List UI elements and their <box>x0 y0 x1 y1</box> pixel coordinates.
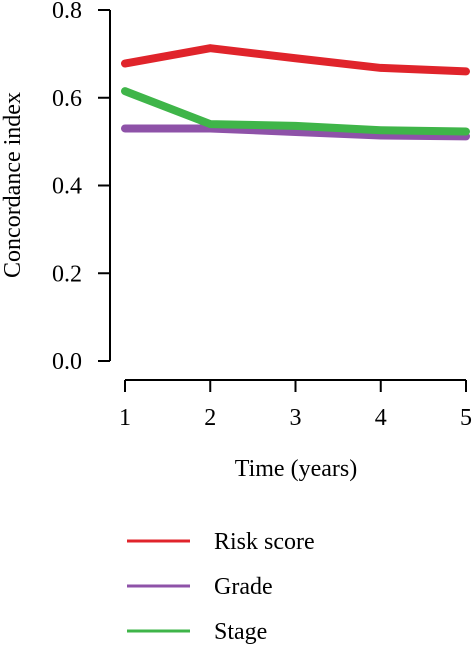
series-layer <box>121 44 470 141</box>
y-tick-label: 0.8 <box>52 0 82 24</box>
y-tick-label: 0.0 <box>52 349 82 375</box>
legend-label-stage: Stage <box>214 619 267 645</box>
y-axis-title: Concordance index <box>0 92 26 278</box>
y-axis: 0.0 0.2 0.4 0.6 0.8 <box>52 0 111 375</box>
y-tick-label: 0.2 <box>52 261 82 287</box>
x-axis-title: Time (years) <box>235 456 357 482</box>
series-line-stage <box>121 87 470 136</box>
series-line-risk-score <box>121 44 470 76</box>
x-tick-label: 2 <box>204 405 216 431</box>
x-axis: 1 2 3 4 5 <box>119 379 472 431</box>
legend: Risk score Grade Stage <box>127 529 315 645</box>
x-tick-label: 4 <box>375 405 387 431</box>
x-tick-label: 3 <box>290 405 302 431</box>
y-tick-label: 0.4 <box>52 174 82 200</box>
legend-label-grade: Grade <box>214 574 273 600</box>
x-tick-label: 1 <box>119 405 131 431</box>
y-tick-label: 0.6 <box>52 86 82 112</box>
series-line-grade <box>121 124 470 141</box>
legend-label-risk-score: Risk score <box>214 529 315 555</box>
x-tick-label: 5 <box>460 405 472 431</box>
